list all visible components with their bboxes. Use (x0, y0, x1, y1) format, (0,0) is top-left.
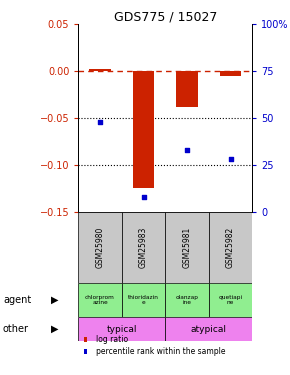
Text: log ratio: log ratio (96, 335, 128, 344)
Text: ▶: ▶ (51, 295, 59, 305)
Point (141, 194, 146, 200)
Bar (209, 283, 252, 317)
Text: quetiapi
ne: quetiapi ne (218, 295, 243, 305)
Text: GSM25981: GSM25981 (182, 227, 192, 268)
Bar (133, 71, 155, 188)
Title: GDS775 / 15027: GDS775 / 15027 (114, 10, 217, 23)
Text: thioridazin
e: thioridazin e (128, 295, 159, 305)
Bar (176, 71, 198, 107)
Text: olanzap
ine: olanzap ine (175, 295, 199, 305)
Point (98, 119, 102, 125)
Bar (122, 283, 165, 317)
Text: GSM25983: GSM25983 (139, 227, 148, 268)
Bar (165, 283, 209, 317)
Text: atypical: atypical (191, 324, 227, 334)
Point (185, 147, 189, 153)
Text: chlorprom
azine: chlorprom azine (85, 295, 115, 305)
Bar (165, 317, 252, 341)
Bar (89, 69, 111, 71)
Text: ▶: ▶ (51, 324, 59, 334)
Bar (122, 212, 165, 283)
Point (228, 156, 233, 162)
Bar (78, 317, 165, 341)
Text: percentile rank within the sample: percentile rank within the sample (96, 347, 225, 356)
Bar (209, 212, 252, 283)
Bar (220, 71, 241, 76)
Bar (165, 212, 209, 283)
Text: other: other (3, 324, 29, 334)
Text: GSM25982: GSM25982 (226, 227, 235, 268)
Text: GSM25980: GSM25980 (95, 227, 105, 268)
Text: agent: agent (3, 295, 31, 305)
Text: typical: typical (106, 324, 137, 334)
Bar (78, 283, 122, 317)
Bar (78, 212, 122, 283)
